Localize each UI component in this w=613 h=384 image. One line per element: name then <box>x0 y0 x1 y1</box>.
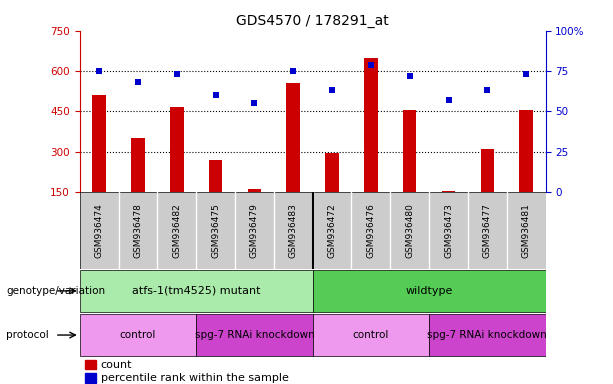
Text: control: control <box>352 330 389 340</box>
Text: GSM936475: GSM936475 <box>211 203 220 258</box>
Point <box>211 92 221 98</box>
Bar <box>131 138 145 192</box>
Bar <box>364 58 378 192</box>
Bar <box>429 314 546 356</box>
Text: GSM936473: GSM936473 <box>444 203 453 258</box>
Point <box>288 68 298 74</box>
Bar <box>80 314 196 356</box>
Text: GSM936479: GSM936479 <box>250 203 259 258</box>
Bar <box>326 153 339 192</box>
Point <box>327 87 337 93</box>
Bar <box>80 270 313 312</box>
Text: GSM936474: GSM936474 <box>94 203 104 258</box>
Text: GSM936472: GSM936472 <box>327 203 337 258</box>
Text: spg-7 RNAi knockdown: spg-7 RNAi knockdown <box>427 330 547 340</box>
Text: genotype/variation: genotype/variation <box>6 286 105 296</box>
Text: GSM936480: GSM936480 <box>405 203 414 258</box>
Text: GSM936476: GSM936476 <box>367 203 375 258</box>
Point <box>94 68 104 74</box>
Text: percentile rank within the sample: percentile rank within the sample <box>101 373 289 383</box>
Text: spg-7 RNAi knockdown: spg-7 RNAi knockdown <box>194 330 314 340</box>
Point <box>172 71 181 77</box>
Text: count: count <box>101 360 132 370</box>
Text: control: control <box>120 330 156 340</box>
Bar <box>93 95 106 192</box>
Bar <box>481 149 494 192</box>
Point <box>405 73 414 79</box>
Text: GSM936481: GSM936481 <box>522 203 531 258</box>
Bar <box>85 373 96 382</box>
Bar <box>403 110 416 192</box>
Text: GSM936483: GSM936483 <box>289 203 298 258</box>
Bar <box>442 191 455 192</box>
Point <box>249 100 259 106</box>
Point <box>482 87 492 93</box>
Text: GSM936477: GSM936477 <box>483 203 492 258</box>
Bar <box>170 107 183 192</box>
Bar <box>196 314 313 356</box>
Text: atfs-1(tm4525) mutant: atfs-1(tm4525) mutant <box>132 286 261 296</box>
Point <box>366 61 376 68</box>
Bar <box>248 189 261 192</box>
Bar <box>313 314 429 356</box>
Bar <box>519 110 533 192</box>
Text: GSM936478: GSM936478 <box>134 203 142 258</box>
Point <box>521 71 531 77</box>
Point <box>133 79 143 85</box>
Text: protocol: protocol <box>6 330 49 340</box>
Point <box>444 97 454 103</box>
Title: GDS4570 / 178291_at: GDS4570 / 178291_at <box>236 14 389 28</box>
Bar <box>85 360 96 369</box>
Bar <box>209 160 223 192</box>
Bar <box>313 270 546 312</box>
Text: wildtype: wildtype <box>405 286 453 296</box>
Bar <box>286 83 300 192</box>
Text: GSM936482: GSM936482 <box>172 203 181 258</box>
